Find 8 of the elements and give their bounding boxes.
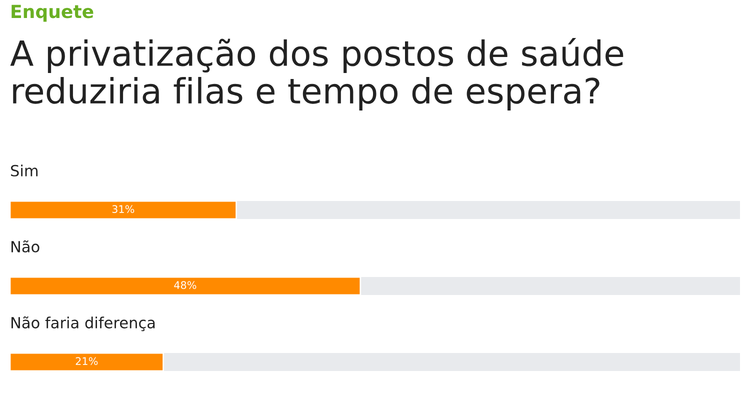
- data-label: 48%: [174, 281, 196, 290]
- y-tick-label: Não: [12, 240, 40, 252]
- chart-subtitle: Enquete: [12, 4, 94, 22]
- data-label: 21%: [76, 357, 98, 366]
- y-tick-label: Sim: [11, 164, 38, 176]
- chart-title: A privatização dos postos de saúde reduziria filas e tempo de espera?: [10, 38, 624, 111]
- data-label: 31%: [112, 205, 134, 214]
- y-tick-label: Não faria diferença: [12, 316, 155, 332]
